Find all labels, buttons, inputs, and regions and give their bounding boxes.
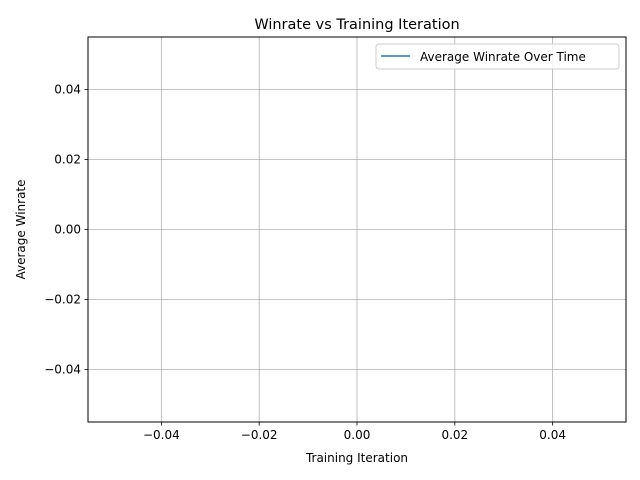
y-tick-label: 0.02 xyxy=(54,153,81,167)
x-tick-label: 0.04 xyxy=(539,428,566,442)
y-axis-title: Average Winrate xyxy=(14,179,28,279)
legend-label: Average Winrate Over Time xyxy=(420,50,586,64)
grid-lines xyxy=(88,37,626,422)
legend: Average Winrate Over Time xyxy=(375,43,620,70)
x-tick-label: 0.02 xyxy=(441,428,468,442)
y-axis: −0.04 −0.02 0.00 0.02 0.04 xyxy=(44,83,88,377)
legend-box xyxy=(375,43,620,70)
x-tick-label: −0.04 xyxy=(143,428,180,442)
chart-title: Winrate vs Training Iteration xyxy=(254,17,459,33)
y-tick-label: 0.00 xyxy=(54,223,81,237)
x-tick-label: 0.00 xyxy=(344,428,371,442)
x-tick-label: −0.02 xyxy=(241,428,278,442)
y-tick-label: −0.02 xyxy=(44,293,81,307)
x-axis-title: Training Iteration xyxy=(305,451,408,465)
y-tick-label: −0.04 xyxy=(44,363,81,377)
y-tick-label: 0.04 xyxy=(54,83,81,97)
x-axis: −0.04 −0.02 0.00 0.02 0.04 xyxy=(143,422,566,442)
